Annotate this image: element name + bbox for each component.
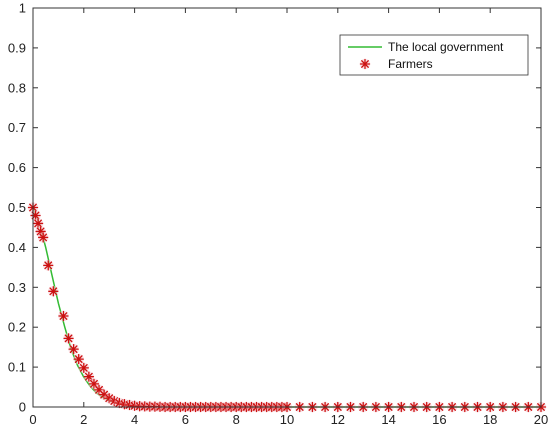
data-point-farmers bbox=[48, 285, 59, 297]
axes-box bbox=[32, 7, 542, 408]
data-point-farmers bbox=[68, 343, 79, 355]
x-tick-label: 2 bbox=[80, 412, 87, 427]
legend-marker-farmers bbox=[359, 58, 371, 70]
legend-box bbox=[339, 34, 529, 76]
x-tick-label: 20 bbox=[534, 412, 548, 427]
y-tick-label: 1 bbox=[19, 1, 26, 16]
x-tick-label: 18 bbox=[483, 412, 497, 427]
y-tick-label: 0.8 bbox=[8, 80, 26, 95]
legend: The local government Farmers bbox=[339, 34, 529, 76]
y-tick-label: 0.7 bbox=[8, 120, 26, 135]
data-point-farmers bbox=[32, 218, 44, 229]
y-tick-label: 0 bbox=[19, 400, 26, 415]
x-tick-label: 8 bbox=[233, 412, 240, 427]
y-tick-label: 0.4 bbox=[8, 240, 26, 255]
y-tick-label: 0.3 bbox=[8, 280, 26, 295]
y-tick-label: 0.9 bbox=[8, 40, 26, 55]
legend-swatch-farmers bbox=[359, 58, 371, 70]
tick-labels: 0 2 4 6 8 10 12 14 16 18 20 0 0.1 0.2 0.3 0.4 0.5 0.6 0.7 0… bbox=[8, 1, 548, 428]
data-point-farmers bbox=[42, 260, 54, 271]
x-tick-label: 6 bbox=[182, 412, 189, 427]
data-point-farmers bbox=[63, 333, 74, 344]
x-tick-label: 12 bbox=[331, 412, 345, 427]
y-tick-label: 0.5 bbox=[8, 200, 26, 215]
data-point-farmers bbox=[78, 362, 90, 374]
x-tick-label: 16 bbox=[432, 412, 446, 427]
x-tick-label: 4 bbox=[131, 412, 138, 427]
x-tick-label: 14 bbox=[381, 412, 395, 427]
legend-label-farmers: Farmers bbox=[388, 57, 433, 71]
data-point-farmers bbox=[58, 310, 69, 322]
data-point-farmers bbox=[35, 226, 46, 237]
x-tick-label: 0 bbox=[29, 412, 36, 427]
y-tick-label: 0.2 bbox=[8, 320, 26, 335]
data-point-farmers bbox=[37, 232, 49, 243]
legend-label-local-government: The local government bbox=[388, 40, 504, 54]
y-tick-label: 0.6 bbox=[8, 160, 26, 175]
x-tick-label: 10 bbox=[280, 412, 294, 427]
y-tick-label: 0.1 bbox=[8, 360, 26, 375]
data-point-farmers bbox=[73, 353, 85, 365]
